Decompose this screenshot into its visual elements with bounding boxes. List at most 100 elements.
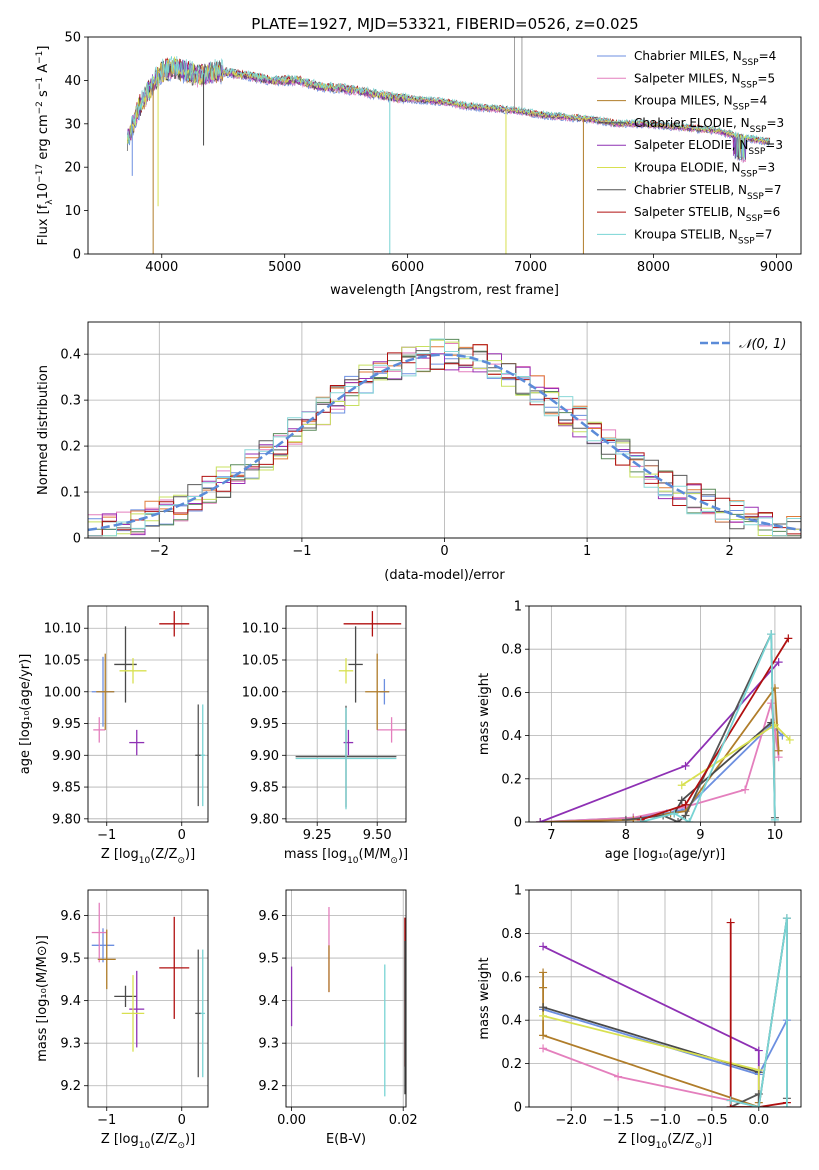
legend-entry: Salpeter STELIB, NSSP=6 bbox=[634, 205, 780, 224]
legend-entry: 𝒩(0, 1) bbox=[739, 337, 786, 352]
figure-title: PLATE=1927, MJD=53321, FIBERID=0526, z=0… bbox=[251, 15, 638, 33]
residual-histogram bbox=[88, 344, 801, 537]
label-part: Chabrier MILES, N bbox=[634, 49, 742, 63]
legend-entry: Chabrier ELODIE, NSSP=3 bbox=[634, 116, 784, 135]
label-part: ] bbox=[36, 46, 51, 51]
x-tick-label: −0.5 bbox=[696, 1113, 728, 1128]
y-tick-label: 9.95 bbox=[52, 717, 81, 732]
label-part: −17 bbox=[35, 164, 45, 183]
label-part: =4 bbox=[750, 94, 768, 108]
y-tick-label: 20 bbox=[64, 161, 81, 176]
y-tick-label: 10.05 bbox=[242, 654, 279, 669]
plot-area bbox=[91, 611, 205, 807]
axes-frame bbox=[528, 605, 802, 823]
label-part: SSP bbox=[742, 58, 759, 68]
weight-marker bbox=[754, 1046, 763, 1055]
x-tick-label: 5000 bbox=[268, 260, 301, 275]
weight-marker bbox=[767, 630, 776, 639]
y-tick-label: 9.4 bbox=[258, 994, 279, 1009]
y-tick-label: 0.4 bbox=[501, 1014, 522, 1029]
label-part: SSP bbox=[741, 170, 758, 180]
weight-marker bbox=[674, 818, 683, 822]
x-tick-label: 0 bbox=[178, 828, 186, 843]
label-part: 10 bbox=[347, 856, 359, 866]
label-part: SSP bbox=[738, 236, 755, 246]
label-part: =5 bbox=[757, 71, 775, 85]
x-tick-label: −2 bbox=[150, 544, 169, 559]
y-tick-label: 9.5 bbox=[258, 952, 279, 967]
y-tick-label: 0.6 bbox=[501, 686, 522, 701]
label-part: Chabrier STELIB, N bbox=[634, 183, 747, 197]
legend-entry: Kroupa STELIB, NSSP=7 bbox=[634, 227, 772, 246]
spectrum-panel: 4000 5000 6000 7000 8000 9000 0 10 20 30 40 50 wavel… bbox=[35, 31, 802, 298]
weight-line bbox=[730, 918, 788, 1107]
x-tick-label: −1 bbox=[292, 544, 311, 559]
weight-marker bbox=[774, 658, 783, 667]
y-tick-label: 0.1 bbox=[60, 486, 81, 501]
axes-frame bbox=[285, 605, 407, 823]
x-tick-label: 1 bbox=[583, 544, 591, 559]
x-tick-label: 9 bbox=[696, 828, 704, 843]
label-part: s bbox=[36, 90, 51, 101]
weight-marker bbox=[767, 699, 776, 708]
label-part: )] bbox=[185, 1132, 195, 1147]
y-axis-label: mass [log₁₀(M/M⊙)] bbox=[35, 935, 50, 1062]
label-part: Salpeter MILES, N bbox=[634, 71, 741, 85]
x-tick-label: 8 bbox=[622, 828, 630, 843]
age-vs-mass-panel: 9.25 9.50 9.80 9.85 9.90 9.95 10.00 10.05 10.10 m… bbox=[242, 605, 408, 866]
weight-marker bbox=[539, 983, 548, 992]
y-tick-label: 30 bbox=[64, 117, 81, 132]
mass-weight-vs-z-panel: −2.0 −1.5 −1.0 −0.5 0.0 0 0.2 0.4 0.6 0.8 1 Z [log1… bbox=[477, 884, 802, 1151]
age-vs-z-panel: −1 0 9.80 9.85 9.90 9.95 10.00 10.05 10.10 Z [log… bbox=[18, 605, 209, 866]
y-tick-label: 9.90 bbox=[250, 749, 279, 764]
label-part: −1 bbox=[35, 51, 45, 64]
label-part: ⊙ bbox=[390, 856, 398, 866]
weight-marker bbox=[621, 815, 630, 822]
x-axis-label: Z [log10(Z/Z⊙)] bbox=[101, 1132, 195, 1151]
label-part: ⊙ bbox=[694, 1141, 702, 1151]
weight-marker bbox=[726, 918, 735, 927]
x-tick-label: 9000 bbox=[760, 260, 793, 275]
weight-line bbox=[540, 702, 780, 822]
weight-marker bbox=[539, 942, 548, 951]
label-part: Kroupa MILES, N bbox=[634, 94, 733, 108]
label-part: SSP bbox=[748, 147, 765, 157]
label-part: Z [log bbox=[101, 1132, 139, 1147]
y-tick-label: 0 bbox=[73, 532, 81, 547]
y-tick-label: 10 bbox=[64, 204, 81, 219]
x-tick-label: 2 bbox=[726, 544, 734, 559]
x-tick-label: 9.25 bbox=[303, 828, 332, 843]
weight-marker bbox=[681, 800, 690, 809]
label-part: Kroupa STELIB, N bbox=[634, 227, 738, 241]
label-part: 10 bbox=[139, 1141, 151, 1151]
plot-area bbox=[290, 907, 406, 1097]
label-part: 10 bbox=[139, 856, 151, 866]
axes-frame bbox=[87, 321, 802, 539]
weight-marker bbox=[785, 735, 794, 744]
y-tick-label: 9.6 bbox=[258, 909, 279, 924]
label-part: )] bbox=[702, 1132, 712, 1147]
label-part: )] bbox=[185, 847, 195, 862]
label-part: Kroupa ELODIE, N bbox=[634, 161, 741, 175]
y-tick-label: 9.3 bbox=[258, 1037, 279, 1052]
label-part: SSP bbox=[750, 125, 767, 135]
label-part: Salpeter STELIB, N bbox=[634, 205, 746, 219]
x-tick-label: −1.0 bbox=[649, 1113, 681, 1128]
legend-entry: Chabrier MILES, NSSP=4 bbox=[634, 49, 776, 68]
weight-marker bbox=[539, 1044, 548, 1053]
weight-marker bbox=[636, 818, 645, 822]
label-part: =6 bbox=[763, 205, 781, 219]
y-tick-label: 9.80 bbox=[250, 812, 279, 827]
label-part: erg cm bbox=[36, 114, 51, 163]
label-part: λ bbox=[45, 199, 55, 205]
label-part: =4 bbox=[759, 49, 777, 63]
weight-marker bbox=[754, 1103, 763, 1107]
x-axis-label: wavelength [Angstrom, rest frame] bbox=[330, 283, 559, 298]
label-part: 10 bbox=[656, 1141, 668, 1151]
x-tick-label: 6000 bbox=[391, 260, 424, 275]
y-tick-label: 50 bbox=[64, 31, 81, 46]
y-tick-label: 9.90 bbox=[52, 749, 81, 764]
weight-marker bbox=[774, 746, 783, 755]
x-axis-label: Z [log10(Z/Z⊙)] bbox=[618, 1132, 712, 1151]
y-tick-label: 9.85 bbox=[52, 781, 81, 796]
